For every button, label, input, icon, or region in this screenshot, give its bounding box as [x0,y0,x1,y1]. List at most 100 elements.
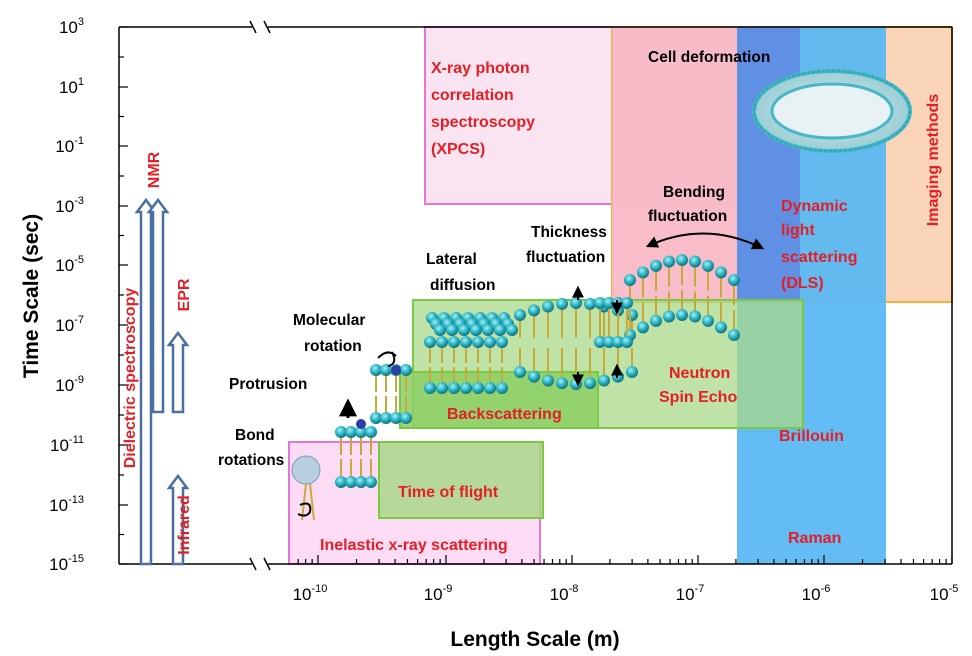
lipid-head [460,336,472,348]
xpcs-label: X-ray photon correlation spectroscopy (X… [431,60,535,158]
lipid-head [650,314,662,327]
lipid-head [542,374,554,387]
bending-arrow [645,232,765,250]
lipid-head [570,297,582,309]
membrane-illustration [291,254,740,521]
y-tick-label: 10-15 [49,553,84,574]
lipid-head [460,382,472,394]
lipid-head [715,321,727,334]
y-tick-label: 10-11 [50,434,84,455]
svg-text:(XPCS): (XPCS) [431,141,485,158]
svg-text:rotation: rotation [304,338,362,355]
lipid-head [448,336,460,348]
bond-label: Bond rotations [218,427,284,469]
x-tick-label: 10-5 [930,583,959,604]
lipid-head [345,476,357,488]
y-tick-label: 103 [59,16,84,37]
svg-text:Dynamic: Dynamic [781,198,848,215]
lipid-head [400,412,412,424]
lipid-head [594,297,606,309]
lipid-head [570,378,582,390]
svg-text:(DLS): (DLS) [781,275,824,292]
bending-label: Bending fluctuation [648,184,727,225]
y-tick-label: 10-1 [55,135,84,156]
x-tick-label: 10-6 [802,583,831,604]
svg-text:X-ray photon: X-ray photon [431,60,530,77]
y-tick-label: 10-3 [55,195,84,216]
raman-label: Raman [788,530,841,547]
y-axis-title: Time Scale (sec) [20,214,43,378]
tof-label: Time of flight [398,484,499,501]
imaging-label: Imaging methods [925,94,942,227]
x-tick-label: 10-10 [293,583,328,604]
nmr-label: NMR [146,151,163,188]
infrared-arrow [166,473,190,566]
svg-text:Thickness: Thickness [531,224,607,241]
lipid-head [702,259,714,272]
lipid-head [380,364,392,376]
y-tick-label: 101 [59,76,84,97]
svg-text:fluctuation: fluctuation [648,208,727,225]
lipid-head [626,366,638,378]
y-tick-labels: 103 101 10-1 10-3 10-5 10-7 10-9 10-11 10-13 10-1… [49,16,84,574]
svg-text:diffusion: diffusion [430,277,495,294]
lipid-head [556,297,568,310]
lipid-head [663,310,675,323]
lipid-head [458,324,470,336]
brillouin-label: Brillouin [779,428,844,445]
lipid-head [598,374,610,387]
lipid-head [496,336,508,348]
epr-label: EPR [176,278,193,311]
lipid-head [470,324,482,336]
lipid-head [728,274,740,286]
lipid-head [594,336,606,348]
lipid-head [612,336,624,348]
x-axis-title: Length Scale (m) [450,628,619,651]
svg-text:Spin Echo: Spin Echo [659,389,737,406]
dls-label: Dynamic light scattering (DLS) [781,198,857,292]
backscattering-label: Backscattering [447,406,562,423]
svg-text:Molecular: Molecular [293,312,365,329]
dielectric-arrow [134,197,158,566]
cell-deformation-label: Cell deformation [648,49,770,66]
x-tick-label: 10-8 [550,583,579,604]
lipid-head [370,364,382,376]
svg-text:rotations: rotations [218,452,284,469]
lipid-head [365,476,377,488]
x-tick-label: 10-7 [676,583,705,604]
svg-text:fluctuation: fluctuation [526,249,605,266]
dielectric-label: Dielectric spectroscopy [122,288,139,469]
lipid-head [390,412,402,424]
molecular-label: Molecular rotation [293,312,365,355]
lipid-head [514,366,526,378]
svg-text:light: light [781,222,815,239]
lipid-head [496,382,508,394]
lipid-head [436,336,448,348]
lipid-head [715,266,727,279]
y-tick-label: 10-13 [49,494,84,515]
lipid-head [584,297,596,310]
lipid-head [624,274,636,286]
lipid-head [335,426,347,438]
lipid-head [424,336,436,348]
svg-text:Bond: Bond [235,427,275,444]
x-tick-labels: 10-10 10-9 10-8 10-7 10-6 10-5 [293,583,959,604]
svg-text:scattering: scattering [781,249,857,266]
lipid-head [482,324,494,336]
svg-text:Lateral: Lateral [426,251,477,268]
lipid-head [355,426,367,438]
protrusion-label: Protrusion [229,376,307,393]
lipid-head [621,336,633,348]
lipid-head [637,321,649,334]
lipid-head [621,297,633,309]
lipid-head [436,382,448,394]
lipid-head [584,377,596,390]
thickness-label: Thickness fluctuation [526,224,607,266]
lipid-head [370,412,382,424]
lipid-head [650,259,662,272]
lipid-head [542,300,554,313]
lipid-head [484,382,496,394]
x-tick-label: 10-9 [424,583,453,604]
lipid-head [484,336,496,348]
